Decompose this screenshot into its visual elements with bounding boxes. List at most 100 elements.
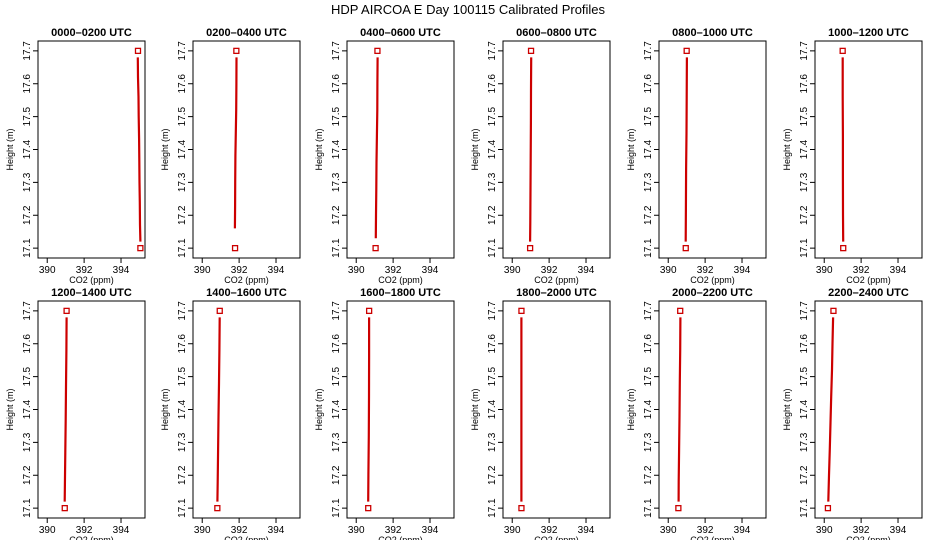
y-tick-label: 17.1: [177, 498, 188, 518]
y-tick-label: 17.3: [643, 172, 654, 192]
x-tick-label: 390: [504, 265, 521, 276]
y-tick-label: 17.2: [799, 465, 810, 485]
y-tick-label: 17.3: [331, 172, 342, 192]
x-tick-label: 392: [853, 525, 870, 536]
plot-frame: [658, 300, 767, 519]
panel-title: 0000–0200 UTC: [51, 27, 132, 39]
y-tick-label: 17.2: [22, 205, 33, 225]
y-tick-label: 17.2: [487, 205, 498, 225]
bottom-marker: [231, 244, 239, 252]
plot-frame: [192, 300, 301, 519]
top-marker: [830, 307, 837, 315]
y-tick-label: 17.7: [799, 301, 810, 321]
x-tick-label: 390: [348, 525, 365, 536]
plot-frame: [37, 40, 146, 259]
figure-title: HDP AIRCOA E Day 100115 Calibrated Profi…: [331, 2, 606, 17]
y-tick-label: 17.7: [22, 301, 33, 321]
x-tick-label: 390: [348, 265, 365, 276]
y-tick-label: 17.5: [799, 106, 810, 126]
panel-title: 0800–1000 UTC: [672, 27, 753, 39]
x-tick-label: 390: [39, 265, 56, 276]
x-tick-label: 390: [660, 265, 677, 276]
profile-line: [136, 57, 142, 242]
y-tick-label: 17.2: [643, 465, 654, 485]
panel-title: 0600–0800 UTC: [516, 27, 597, 39]
plot-frame: [502, 40, 611, 259]
profile-line: [529, 57, 533, 242]
x-tick-label: 392: [541, 525, 558, 536]
x-axis-label: CO2 (ppm): [224, 535, 269, 540]
top-marker: [677, 307, 684, 315]
x-tick-label: 394: [734, 525, 751, 536]
y-axis-label: Height (m): [782, 388, 792, 430]
y-tick-label: 17.1: [22, 238, 33, 258]
plot-frame: [814, 40, 923, 259]
bottom-marker: [675, 504, 682, 512]
y-tick-label: 17.4: [487, 139, 498, 159]
plot-frame: [658, 40, 767, 259]
x-axis-label: CO2 (ppm): [846, 535, 891, 540]
y-tick-label: 17.7: [331, 41, 342, 61]
x-axis-label: CO2 (ppm): [846, 275, 891, 285]
y-tick-label: 17.1: [331, 238, 342, 258]
y-tick-label: 17.7: [643, 301, 654, 321]
bottom-marker: [682, 244, 689, 252]
y-tick-label: 17.3: [177, 432, 188, 452]
y-tick-label: 17.1: [799, 238, 810, 258]
x-tick-label: 390: [194, 525, 211, 536]
y-axis-label: Height (m): [160, 388, 170, 430]
profile-line: [63, 317, 68, 502]
y-tick-label: 17.5: [643, 366, 654, 386]
x-tick-label: 390: [194, 265, 211, 276]
y-tick-label: 17.6: [643, 74, 654, 94]
plot-frame: [346, 40, 455, 259]
bottom-marker: [518, 504, 525, 512]
y-tick-label: 17.5: [799, 366, 810, 386]
x-tick-label: 394: [890, 265, 907, 276]
x-tick-label: 394: [268, 265, 285, 276]
bottom-marker: [840, 244, 847, 252]
y-tick-label: 17.2: [643, 205, 654, 225]
profile-line: [216, 317, 221, 502]
y-axis-label: Height (m): [470, 128, 480, 170]
y-tick-label: 17.6: [177, 74, 188, 94]
bottom-marker: [526, 244, 534, 252]
y-tick-label: 17.6: [799, 74, 810, 94]
x-tick-label: 390: [504, 525, 521, 536]
x-tick-label: 394: [268, 525, 285, 536]
panel-title: 1800–2000 UTC: [516, 287, 597, 299]
y-tick-label: 17.5: [177, 106, 188, 126]
y-tick-label: 17.2: [177, 205, 188, 225]
x-axis-label: CO2 (ppm): [224, 275, 269, 285]
x-tick-label: 392: [385, 525, 402, 536]
panel-title: 2200–2400 UTC: [828, 287, 909, 299]
x-tick-label: 394: [113, 525, 130, 536]
x-axis-label: CO2 (ppm): [69, 535, 114, 540]
y-tick-label: 17.1: [799, 498, 810, 518]
y-axis-label: Height (m): [626, 388, 636, 430]
top-marker: [374, 47, 381, 55]
y-tick-label: 17.7: [177, 301, 188, 321]
y-tick-label: 17.7: [177, 41, 188, 61]
y-tick-label: 17.2: [331, 205, 342, 225]
top-marker: [233, 47, 240, 55]
panel-title: 1000–1200 UTC: [828, 27, 909, 39]
panel-title: 1200–1400 UTC: [51, 287, 132, 299]
y-tick-label: 17.5: [22, 366, 33, 386]
profile-line: [374, 57, 379, 239]
y-axis-label: Height (m): [626, 128, 636, 170]
profile-line: [827, 317, 835, 502]
x-tick-label: 394: [422, 265, 439, 276]
y-tick-label: 17.4: [177, 139, 188, 159]
y-tick-label: 17.3: [22, 432, 33, 452]
profile-line: [233, 57, 238, 229]
y-tick-label: 17.5: [331, 366, 342, 386]
bottom-marker: [365, 504, 372, 512]
y-tick-label: 17.7: [22, 41, 33, 61]
y-axis-label: Height (m): [5, 128, 15, 170]
